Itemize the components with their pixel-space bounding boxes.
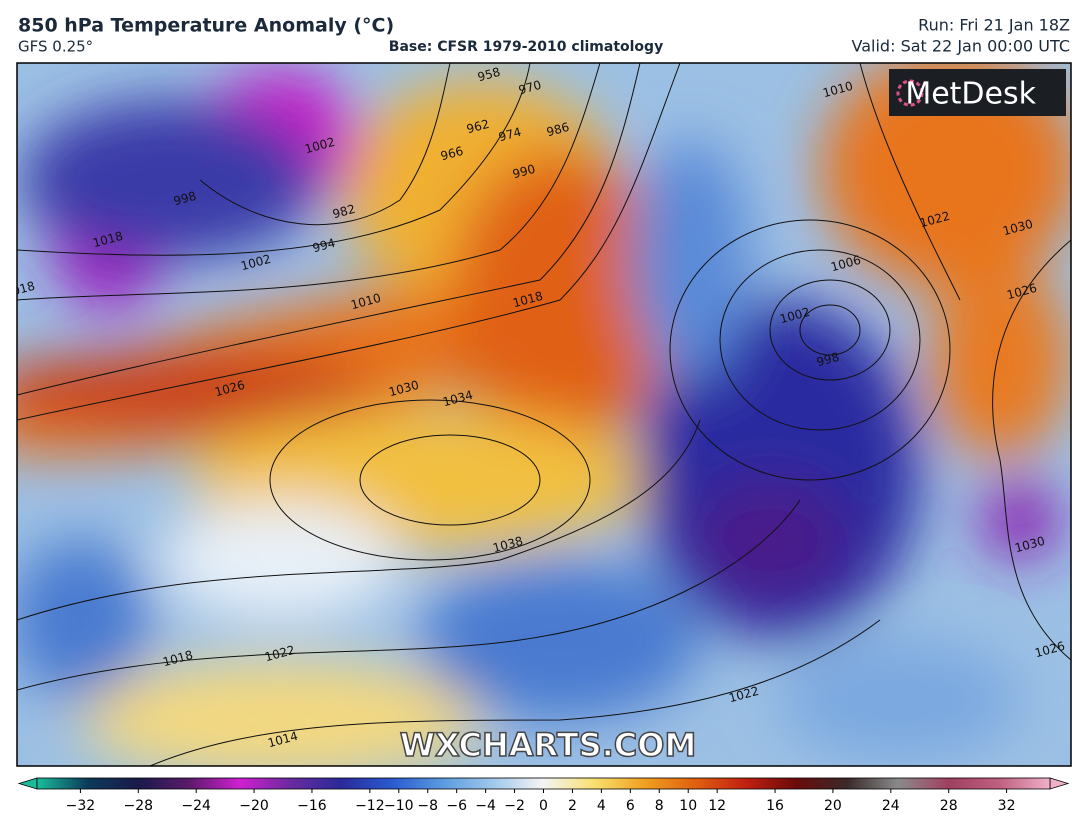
colorbar-tick-label: −6	[446, 798, 467, 814]
colorbar-tick-label: −12	[355, 798, 385, 814]
watermark: WXCHARTS.COM	[400, 726, 697, 764]
colorbar-tick-label: −24	[181, 798, 211, 814]
colorbar-tick-label: −2	[504, 798, 525, 814]
colorbar-bar	[36, 777, 1051, 790]
isobar-label: 982	[331, 202, 357, 221]
isobar-label: 986	[545, 120, 571, 139]
colorbar-tick-label: −4	[475, 798, 496, 814]
colorbar-tick-label: 0	[539, 798, 548, 814]
colorbar-tick-label: 20	[824, 798, 842, 814]
run: Run: Fri 21 Jan 18Z	[918, 16, 1070, 35]
colorbar-tick-label: −8	[417, 798, 438, 814]
colorbar-tick-label: 16	[766, 798, 784, 814]
isobar-label: 970	[517, 78, 543, 97]
colorbar: −32 −28 −24 −20 −16 −12 −10 −8 −6 −4 −2 0 2 4 6 8 10 12 16…	[17, 777, 1070, 814]
colorbar-tick-label: −16	[297, 798, 327, 814]
colorbar-tick-label: 32	[998, 798, 1016, 814]
model: GFS 0.25°	[18, 38, 93, 56]
isobar-label: 966	[439, 144, 465, 163]
colorbar-tick-label: −32	[66, 798, 96, 814]
isobar-label: 998	[172, 189, 198, 208]
colorbar-tick-label: −20	[239, 798, 269, 814]
isobar-label: 998	[815, 350, 841, 369]
base: Base: CFSR 1979-2010 climatology	[389, 39, 663, 55]
colorbar-max-arrow	[1049, 777, 1070, 790]
isobar-label: 990	[511, 162, 537, 181]
colorbar-tick-label: 6	[626, 798, 635, 814]
colorbar-tick-label: 28	[940, 798, 958, 814]
isobar-label: 974	[497, 125, 523, 144]
colorbar-min-arrow	[17, 777, 38, 790]
valid: Valid: Sat 22 Jan 00:00 UTC	[852, 37, 1070, 56]
colorbar-tick-label: 2	[568, 798, 577, 814]
colorbar-tick-label: 10	[679, 798, 697, 814]
colorbar-tick-label: 8	[655, 798, 664, 814]
isobar-label: 962	[465, 117, 491, 136]
logo: MetDesk	[905, 77, 1036, 112]
colorbar-tick-label: −28	[124, 798, 154, 814]
map-frame	[16, 62, 1072, 767]
colorbar-tick-label: 12	[708, 798, 726, 814]
colorbar-tick-label: 4	[597, 798, 606, 814]
isobar-label: 958	[476, 65, 502, 84]
isobar-label: 994	[311, 236, 337, 255]
colorbar-tick-label: 24	[882, 798, 900, 814]
title: 850 hPa Temperature Anomaly (°C)	[18, 15, 394, 37]
colorbar-tick-label: −10	[384, 798, 414, 814]
